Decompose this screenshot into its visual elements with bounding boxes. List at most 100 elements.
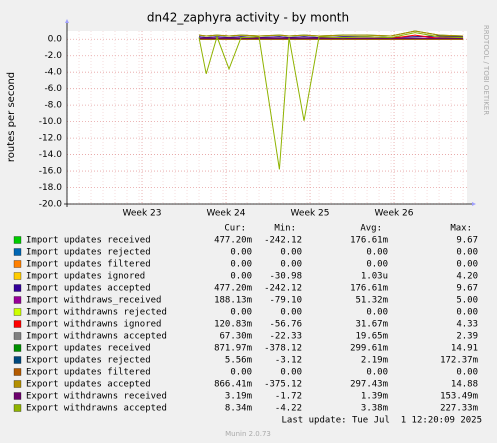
y-axis-label: routes per second	[6, 72, 17, 162]
legend-value: 2.19m	[361, 356, 388, 366]
legend-value: -242.12	[264, 236, 302, 246]
legend-header: Min:	[274, 224, 296, 234]
legend-value: 0.00	[230, 248, 252, 258]
y-tick-label: -10.0	[39, 117, 63, 127]
legend-value: 299.61m	[350, 344, 388, 354]
legend-swatch	[13, 284, 22, 292]
legend-swatch	[13, 344, 22, 352]
y-tick-label: -16.0	[39, 167, 63, 177]
legend-label: Export updates received	[26, 344, 151, 354]
legend-label: Export updates accepted	[26, 380, 151, 390]
legend-swatch	[13, 308, 22, 316]
y-tick-label: -8.0	[44, 101, 62, 111]
side-label: RRDTOOL / TOBI OETIKER	[482, 25, 490, 115]
legend-label: Import updates accepted	[26, 284, 151, 294]
y-tick-label: -12.0	[39, 134, 63, 144]
legend-value: 9.67	[456, 236, 478, 246]
legend-value: 8.34m	[225, 404, 252, 414]
legend-value: 866.41m	[214, 380, 252, 390]
legend-value: -79.10	[269, 296, 302, 306]
legend-label: Import updates filtered	[26, 260, 151, 270]
legend-label: Import updates received	[26, 236, 151, 246]
legend-value: 188.13m	[214, 296, 252, 306]
legend-value: 0.00	[280, 248, 302, 258]
legend-label: Import updates ignored	[26, 272, 145, 282]
y-tick-label: -14.0	[39, 150, 63, 160]
legend-value: 0.00	[230, 308, 252, 318]
legend-value: 0.00	[280, 260, 302, 270]
legend-label: Export withdrawns received	[26, 392, 167, 402]
version: Munin 2.0.73	[225, 430, 271, 438]
axis-arrow	[65, 19, 69, 23]
legend-value: 0.00	[280, 308, 302, 318]
legend-value: 51.32m	[355, 296, 388, 306]
legend-value: 0.00	[456, 260, 478, 270]
legend-value: 0.00	[366, 308, 388, 318]
legend-value: 4.33	[456, 320, 478, 330]
x-tick-label: Week 24	[207, 209, 246, 219]
legend-swatch	[13, 332, 22, 340]
legend-swatch	[13, 320, 22, 328]
legend-label: Import withdrawns rejected	[26, 308, 167, 318]
legend-value: 176.61m	[350, 236, 388, 246]
legend-value: 14.88	[451, 380, 478, 390]
y-tick-label: -4.0	[44, 68, 62, 78]
legend-value: -242.12	[264, 284, 302, 294]
legend-value: 0.00	[230, 368, 252, 378]
legend-swatch	[13, 404, 22, 412]
legend-value: 31.67m	[355, 320, 388, 330]
x-tick-label: Week 26	[375, 209, 414, 219]
legend-swatch	[13, 296, 22, 304]
legend-label: Import withdraws_received	[26, 296, 161, 306]
y-tick-label: 0.0	[48, 35, 63, 45]
legend-label: Import updates rejected	[26, 248, 151, 258]
legend-label: Export updates rejected	[26, 356, 151, 366]
legend-value: 1.03u	[361, 272, 388, 282]
legend-value: -378.12	[264, 344, 302, 354]
legend-value: 172.37m	[440, 356, 478, 366]
legend-value: 0.00	[230, 272, 252, 282]
legend-swatch	[13, 356, 22, 364]
legend-value: 2.39	[456, 332, 478, 342]
legend-value: 1.39m	[361, 392, 388, 402]
legend-swatch	[13, 272, 22, 280]
chart-title: dn42_zaphyra activity - by month	[147, 11, 349, 25]
legend-label: Export withdrawns accepted	[26, 404, 167, 414]
legend-header: Avg:	[360, 224, 382, 234]
axis-arrow	[472, 202, 476, 206]
legend-value: 19.65m	[355, 332, 388, 342]
legend-value: -3.12	[275, 356, 302, 366]
legend-value: 297.43m	[350, 380, 388, 390]
footer: Last update: Tue Jul 1 12:20:09 2025	[282, 416, 482, 426]
legend-swatch	[13, 368, 22, 376]
legend-swatch	[13, 392, 22, 400]
legend-value: -56.76	[269, 320, 302, 330]
legend-value: 5.00	[456, 296, 478, 306]
legend-value: 477.20m	[214, 236, 252, 246]
legend-value: 0.00	[366, 368, 388, 378]
legend-value: 67.30m	[219, 332, 252, 342]
plot-area	[67, 31, 467, 204]
legend-label: Import withdrawns accepted	[26, 332, 167, 342]
series-line	[198, 30, 464, 37]
y-tick-label: -20.0	[39, 200, 63, 210]
legend-value: -375.12	[264, 380, 302, 390]
legend-swatch	[13, 260, 22, 268]
legend-label: Export updates filtered	[26, 368, 151, 378]
legend-value: 0.00	[456, 368, 478, 378]
legend-value: 120.83m	[214, 320, 252, 330]
y-tick-label: -2.0	[44, 51, 62, 61]
legend-value: 0.00	[366, 260, 388, 270]
legend-label: Import withdrawns ignored	[26, 320, 161, 330]
series-line	[198, 32, 464, 170]
legend-value: 0.00	[366, 248, 388, 258]
y-tick-label: -6.0	[44, 84, 62, 94]
legend-value: -1.72	[275, 392, 302, 402]
legend-value: 0.00	[280, 368, 302, 378]
legend-value: 3.19m	[225, 392, 252, 402]
legend-value: 0.00	[456, 308, 478, 318]
legend-value: 14.91	[451, 344, 478, 354]
legend-value: 4.20	[456, 272, 478, 282]
legend-value: 153.49m	[440, 392, 478, 402]
legend-value: 871.97m	[214, 344, 252, 354]
